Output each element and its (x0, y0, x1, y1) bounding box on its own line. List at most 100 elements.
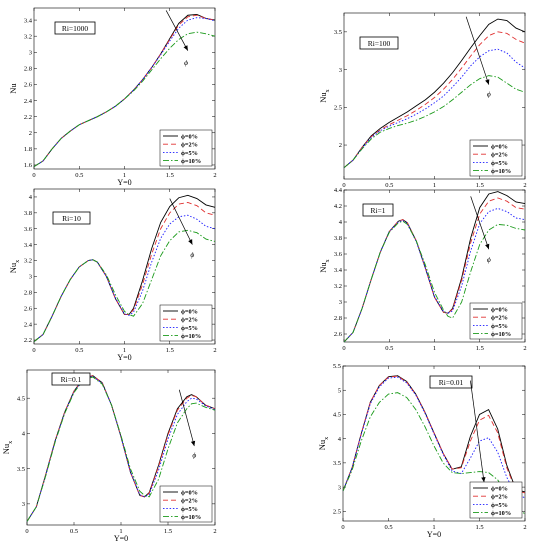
panel-title: Ri=100 (368, 39, 391, 48)
x-tick-label: 0.5 (385, 345, 393, 352)
x-tick-label: 1.5 (475, 524, 483, 531)
series-line-2 (343, 197, 526, 343)
panel-title-box (359, 36, 399, 50)
series-line-4 (343, 75, 526, 169)
panel-title: Ri=1000 (62, 24, 89, 33)
trend-arrow-shaft (165, 10, 189, 51)
series-line-2 (342, 375, 526, 494)
y-tick-label: 3 (339, 299, 342, 306)
y-tick-label: 2.5 (333, 509, 341, 516)
x-axis-label: Y=0 (114, 534, 128, 543)
trend-arrow-shaft (169, 198, 193, 245)
legend-label-3: ϕ=5% (181, 325, 198, 332)
y-axis-label-subscript: x (324, 437, 330, 440)
trend-arrow-label: ϕ (192, 451, 196, 460)
legend-label-2: ϕ=2% (491, 152, 508, 159)
y-tick-label: 3.2 (24, 33, 32, 40)
y-tick-label: 2.5 (334, 105, 342, 112)
trend-arrow-label: ϕ (487, 90, 491, 99)
y-axis-label: Nux (318, 89, 331, 102)
y-tick-label: 3.4 (24, 242, 33, 249)
x-axis-label: Y=0 (117, 178, 131, 187)
y-tick-label: 1.8 (24, 146, 32, 153)
y-tick-label: 4 (22, 431, 26, 438)
legend-label-3: ϕ=5% (491, 160, 508, 167)
x-tick-label: 0 (342, 182, 345, 189)
y-axis-label-subscript: x (8, 441, 14, 444)
x-tick-label: 0.5 (385, 182, 393, 189)
legend-label-1: ϕ=0% (491, 306, 508, 313)
trend-arrow-shaft (470, 380, 485, 483)
series-line-4 (343, 220, 526, 343)
y-tick-label: 3.5 (17, 466, 25, 473)
legend-label-2: ϕ=2% (181, 498, 198, 505)
legend-label-4: ϕ=10% (491, 331, 511, 338)
x-tick-label: 0.5 (75, 172, 83, 179)
x-tick-label: 0 (25, 528, 28, 535)
y-axis-label: Nux (317, 437, 330, 450)
legend-label-4: ϕ=10% (491, 510, 511, 517)
x-tick-label: 0.5 (70, 528, 78, 535)
trend-arrow-head (481, 477, 486, 483)
y-tick-label: 2.6 (24, 305, 33, 312)
trend-arrow-head (188, 239, 193, 245)
x-tick-label: 1.5 (164, 528, 172, 535)
series-line-2 (343, 31, 526, 169)
trend-arrow-shaft (465, 16, 490, 85)
y-tick-label: 4 (339, 219, 343, 226)
x-tick-label: 1.5 (476, 345, 484, 352)
trend-arrow-shaft (178, 389, 195, 447)
x-tick-label: 2 (523, 345, 526, 352)
panel-title-box (362, 203, 394, 217)
x-tick-label: 0 (341, 524, 344, 531)
y-tick-label: 3 (338, 484, 341, 491)
legend-label-3: ϕ=5% (181, 506, 198, 513)
x-axis-label: Y=0 (117, 353, 131, 362)
series-line-1 (343, 18, 526, 169)
y-tick-label: 3 (339, 67, 342, 74)
x-tick-label: 0 (32, 347, 35, 354)
y-tick-label: 2.8 (24, 290, 32, 297)
y-tick-label: 2 (339, 142, 342, 149)
legend-label-4: ϕ=10% (491, 168, 511, 175)
panel-title-box (52, 211, 91, 225)
legend-label-2: ϕ=2% (181, 317, 198, 324)
legend-label-4: ϕ=10% (181, 158, 201, 165)
chart-panel-4: 0 0.5 1 1.5 2 2.6 2.8 3 3.2 3.4 3.6 3.8 4 4.2 4.4 Nux Ri… (318, 187, 527, 352)
y-tick-label: 2.2 (24, 114, 32, 121)
trend-arrow-label: ϕ (487, 255, 491, 264)
series-line-4 (33, 31, 216, 167)
y-tick-label: 3.4 (24, 17, 33, 24)
y-tick-label: 3.6 (334, 251, 343, 258)
series-line-3 (342, 376, 526, 499)
legend-label-1: ϕ=0% (491, 143, 508, 150)
series-line-3 (26, 375, 216, 522)
legend-label-4: ϕ=10% (181, 333, 201, 340)
panel-title: Ri=1 (370, 206, 385, 215)
y-tick-label: 3 (22, 501, 25, 508)
y-tick-label: 3.8 (334, 235, 342, 242)
chart-panel-3: 0 0.5 1 1.5 2 2.2 2.4 2.6 2.8 3 3.2 3.4 3.6 3.8 4 Y=0 Nu… (8, 188, 217, 362)
x-tick-label: 2 (213, 172, 216, 179)
legend-label-1: ϕ=0% (181, 489, 198, 496)
y-tick-label: 5 (338, 387, 341, 394)
y-axis-label: Nux (1, 441, 14, 454)
chart-panel-1: 0 0.5 1 1.5 2 1.6 1.8 2 2.2 2.4 2.6 2.8 3 3.2 3.4 Y=0 Nu… (8, 7, 217, 187)
x-tick-label: 1 (433, 182, 436, 189)
series-line-3 (343, 207, 526, 343)
y-tick-label: 3.2 (334, 283, 342, 290)
x-tick-label: 1 (123, 347, 126, 354)
x-tick-label: 0.5 (384, 524, 392, 531)
y-tick-label: 4 (29, 194, 33, 201)
y-tick-label: 3 (29, 274, 32, 281)
x-tick-label: 0 (342, 345, 345, 352)
y-tick-label: 2 (29, 130, 32, 137)
y-axis-label-subscript: x (15, 260, 21, 263)
trend-arrow-head (485, 79, 490, 85)
y-axis-label-subscript: x (325, 259, 331, 262)
trend-arrow-shaft (470, 196, 490, 250)
panel-title: Ri=0.01 (439, 378, 464, 387)
y-tick-label: 3.8 (24, 210, 32, 217)
series-line-4 (342, 392, 526, 515)
x-tick-label: 0 (32, 172, 35, 179)
